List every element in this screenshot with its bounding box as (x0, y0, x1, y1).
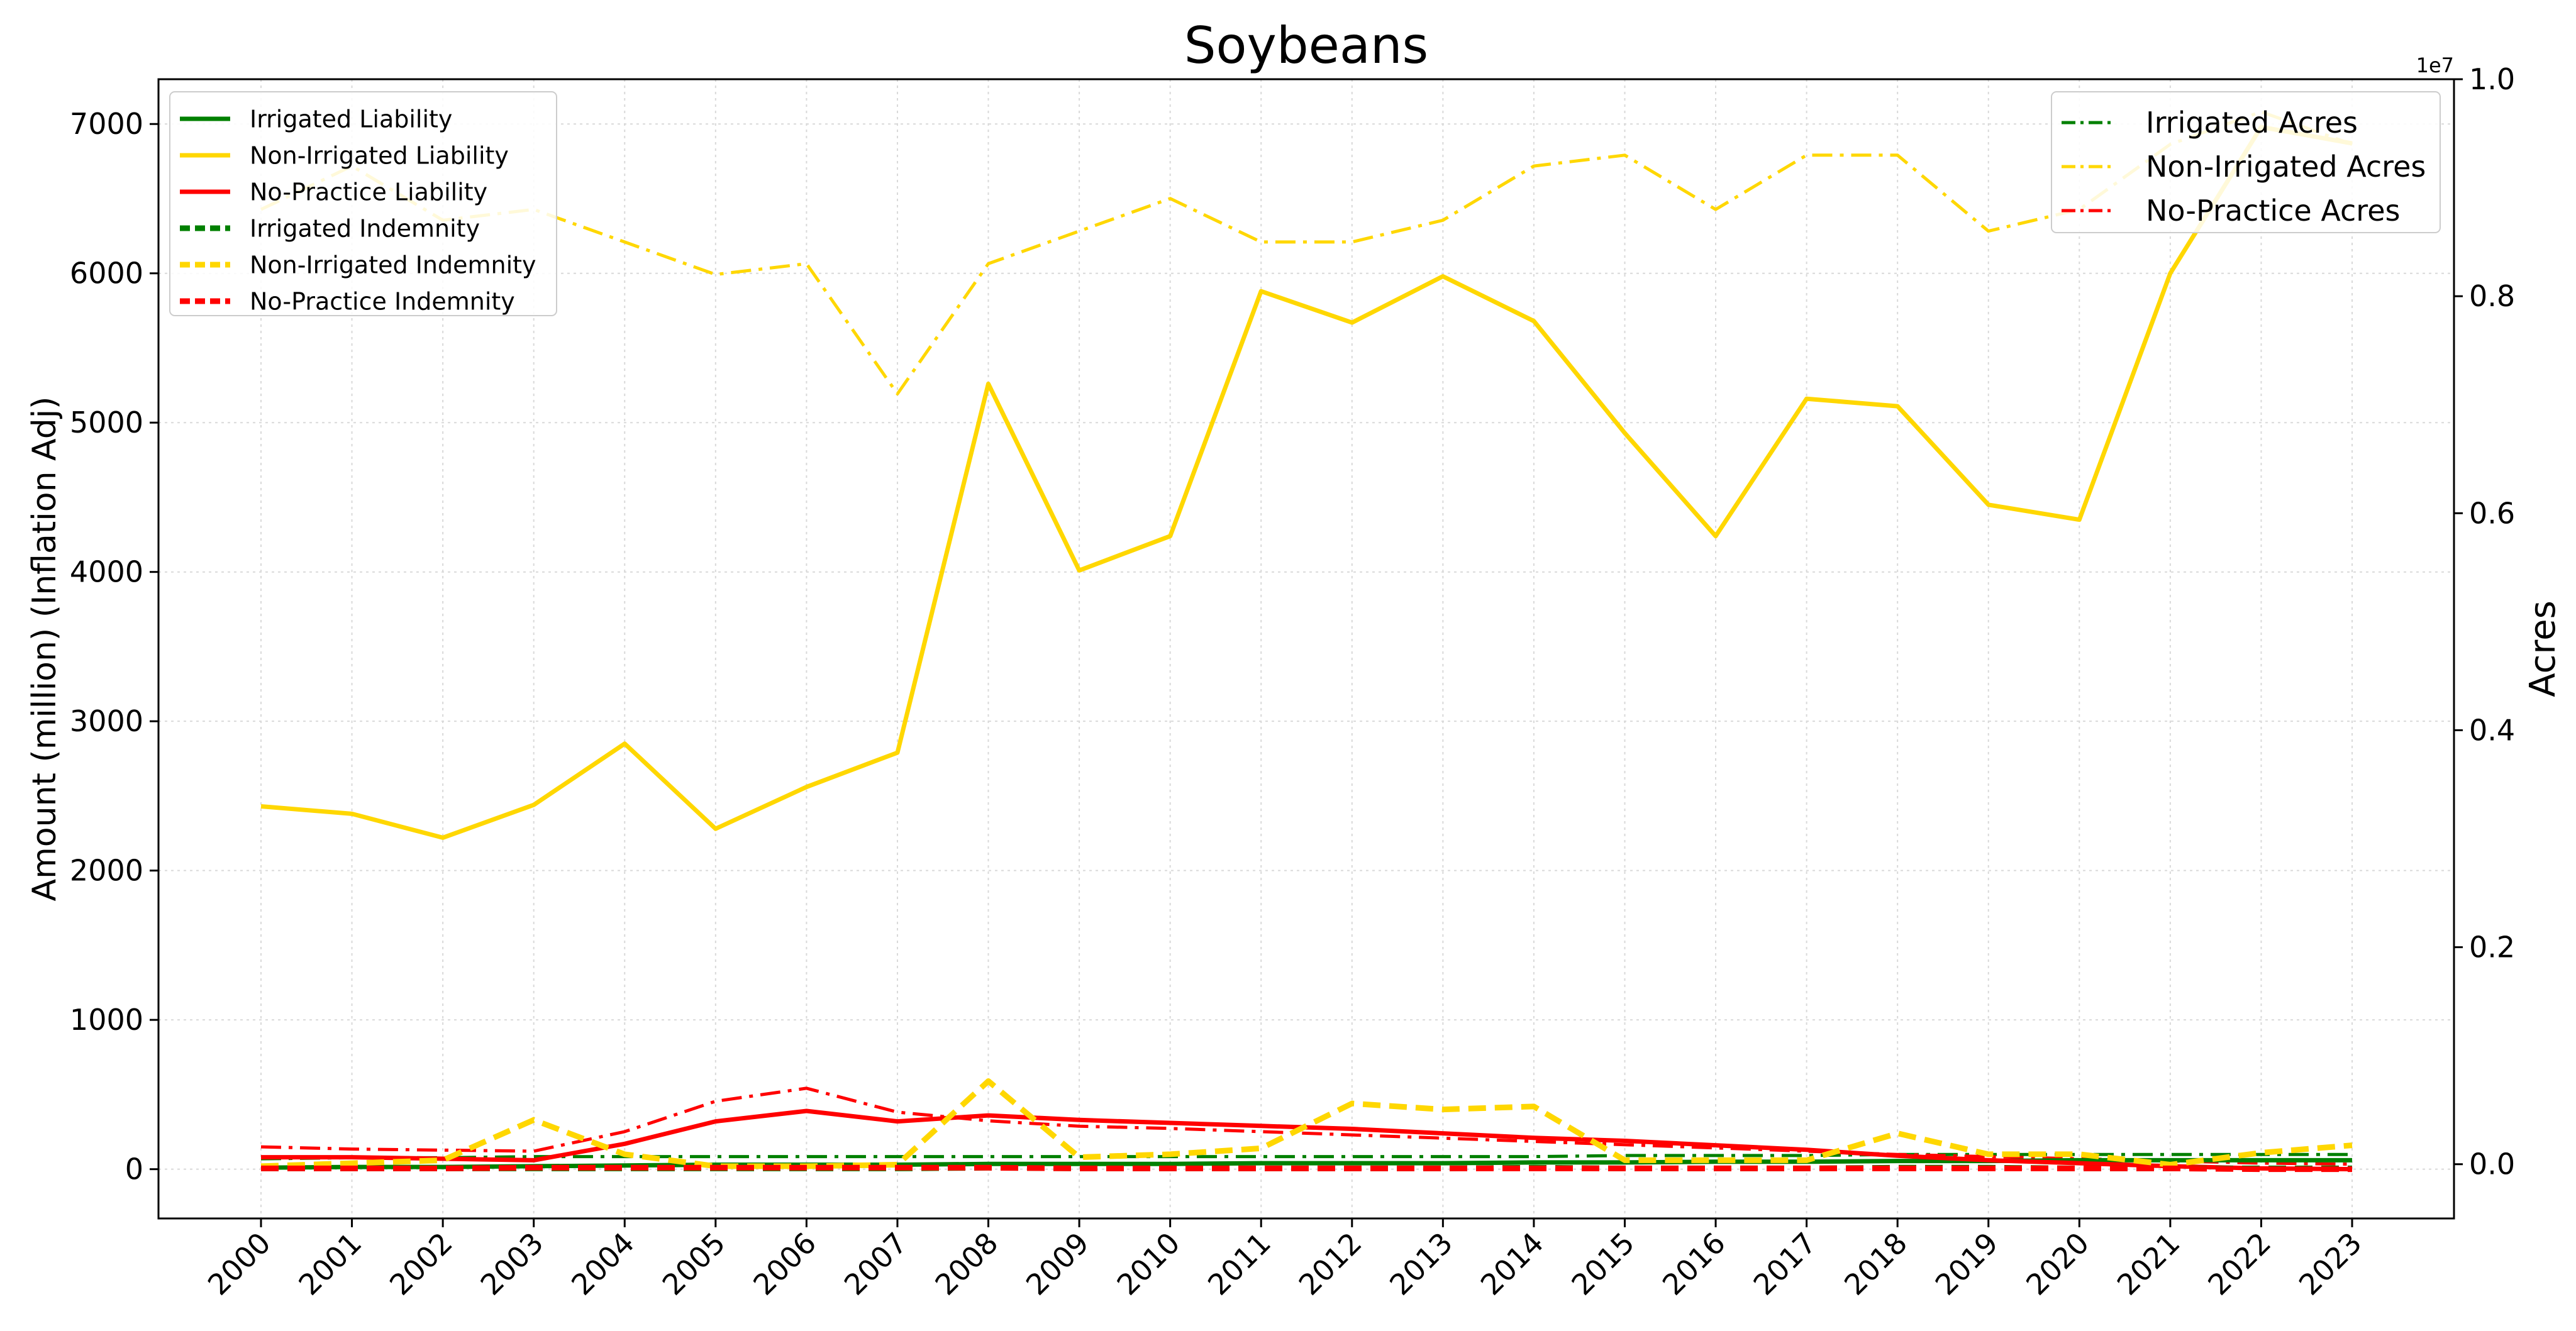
legend-label: Irrigated Liability (250, 105, 452, 133)
series-layer (260, 110, 2353, 1173)
series-line-non-irrigated-liability (260, 124, 2353, 840)
legend-label: Non-Irrigated Indemnity (250, 251, 536, 279)
y-axis-label: Amount (million) (Inflation Adj) (26, 397, 64, 902)
legend-right-box (2051, 91, 2441, 233)
legend-label: Non-Irrigated Liability (250, 141, 509, 169)
legend-label: Irrigated Acres (2146, 106, 2358, 140)
legend-label: Non-Irrigated Acres (2146, 150, 2426, 184)
legend-label: No-Practice Acres (2146, 194, 2400, 228)
legend-left-box (169, 91, 557, 316)
y2-tick-label: 0.8 (2469, 279, 2515, 313)
y2-tick-label: 0.6 (2469, 496, 2515, 530)
y-tick-label: 3000 (70, 704, 143, 738)
y-tick-label: 0 (125, 1152, 143, 1186)
legend-label: No-Practice Indemnity (250, 287, 515, 315)
legend-right: Irrigated Acres Non-Irrigated Acres No-Pra… (2051, 91, 2441, 233)
legend-label: Irrigated Indemnity (250, 214, 480, 242)
series-line-no-practice-indemnity (261, 1164, 2352, 1173)
series-line-non-irrigated-indemnity (260, 1078, 2353, 1169)
plot-frame (157, 78, 2455, 1220)
y-axis-left: 0 1000 2000 3000 4000 5000 6000 7000 (70, 107, 158, 1186)
y2-tick-label: 0.2 (2469, 931, 2515, 964)
y2-offset-label: 1e7 (2416, 53, 2454, 77)
y-axis-right: 0.0 0.2 0.4 0.6 0.8 1.0 (2454, 62, 2515, 1181)
legend-left: Irrigated Liability Non-Irrigated Liabili… (169, 91, 557, 316)
y-tick-label: 7000 (70, 107, 143, 141)
y2-axis-label: Acres (2523, 600, 2563, 697)
legend-label: No-Practice Liability (250, 178, 487, 206)
y2-tick-label: 1.0 (2469, 62, 2515, 96)
series-line-non-irrigated-acres (260, 110, 2353, 395)
chart-title: Soybeans (1184, 16, 1428, 75)
y-tick-label: 5000 (70, 406, 143, 439)
y-tick-label: 1000 (70, 1003, 143, 1037)
y-tick-label: 2000 (70, 854, 143, 888)
y-tick-label: 6000 (70, 257, 143, 290)
y2-tick-label: 0.4 (2469, 713, 2515, 747)
y-tick-label: 4000 (70, 555, 143, 589)
y2-tick-label: 0.0 (2469, 1147, 2515, 1181)
